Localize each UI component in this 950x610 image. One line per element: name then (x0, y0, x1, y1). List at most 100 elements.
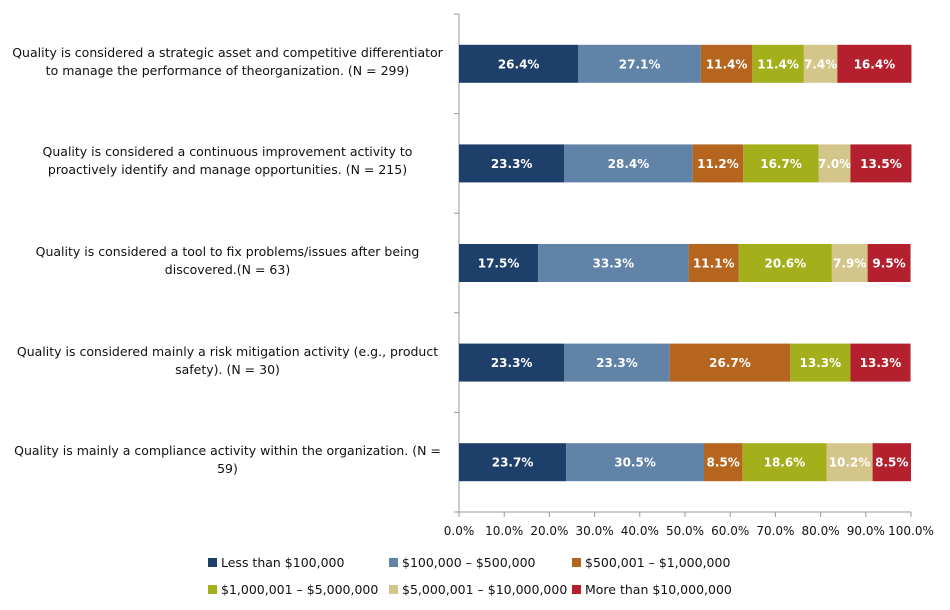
data-label: 23.3% (491, 356, 533, 370)
x-tick-label: 90.0% (847, 524, 885, 538)
bar-segment (752, 44, 804, 83)
data-label: 10.2% (829, 456, 871, 470)
x-tick-label: 70.0% (756, 524, 794, 538)
bar-segment (566, 443, 704, 482)
x-tick-label: 60.0% (711, 524, 749, 538)
data-label: 20.6% (765, 257, 807, 271)
bar-segment (700, 44, 753, 83)
bar-segment (692, 144, 744, 183)
legend-item: Less than $100,000 (208, 555, 344, 570)
bar-segment (790, 343, 851, 382)
data-label: 9.5% (872, 257, 905, 271)
legend-swatch (208, 585, 217, 594)
x-tick-label: 80.0% (802, 524, 840, 538)
data-label: 7.9% (833, 257, 866, 271)
bar-segment (703, 443, 743, 482)
data-label: 11.4% (706, 57, 748, 71)
x-tick-label: 10.0% (485, 524, 523, 538)
category-label-line: Quality is mainly a compliance activity … (14, 443, 441, 459)
legend-label: $1,000,001 – $5,000,000 (221, 582, 379, 597)
bar-segment (826, 443, 873, 482)
legend-label: Less than $100,000 (221, 555, 345, 570)
legend-item: $1,000,001 – $5,000,000 (208, 582, 378, 597)
data-label: 11.4% (757, 57, 799, 71)
data-label: 16.7% (760, 157, 802, 171)
data-label: 13.5% (860, 157, 902, 171)
data-label: 7.0% (818, 157, 851, 171)
bar-segment (818, 144, 851, 183)
category-label: Quality is considered a continuous impro… (5, 143, 450, 179)
legend-item: $100,000 – $500,000 (389, 555, 535, 570)
bar-segment (459, 443, 567, 482)
legend-label: $500,001 – $1,000,000 (585, 555, 731, 570)
bar-segment (850, 343, 911, 382)
data-label: 23.3% (491, 157, 533, 171)
bar-segment (459, 144, 565, 183)
bar-segment (688, 244, 739, 282)
data-label: 27.1% (619, 57, 661, 71)
legend-swatch (572, 585, 581, 594)
bar-segment (742, 443, 827, 482)
category-label-line: discovered.(N = 63) (164, 262, 291, 277)
data-label: 17.5% (478, 257, 520, 271)
bar-segment (743, 144, 819, 183)
category-label-line: Quality is considered a continuous impro… (42, 144, 413, 160)
category-label: Quality is mainly a compliance activity … (5, 442, 450, 478)
data-label: 30.5% (614, 456, 656, 470)
bar-segment (872, 443, 911, 482)
data-label: 7.4% (804, 57, 837, 71)
category-label-line: to manage the performance of theorganiza… (45, 62, 410, 78)
bar-segment (867, 244, 911, 282)
bar-segment (831, 244, 868, 282)
bar-segment (669, 343, 791, 382)
bar-segment (459, 44, 579, 83)
data-label: 26.4% (498, 57, 540, 71)
legend-label: More than $10,000,000 (585, 582, 732, 597)
x-tick-label: 0.0% (444, 524, 475, 538)
category-label: Quality is considered mainly a risk miti… (5, 343, 450, 379)
category-label-line: Quality is considered mainly a risk miti… (16, 343, 439, 359)
category-label: Quality is considered a tool to fix prob… (5, 243, 450, 279)
bar-segment (538, 244, 689, 282)
data-label: 11.2% (697, 157, 739, 171)
bar-segment (803, 44, 838, 83)
category-label-line: proactively identify and manage opportun… (47, 162, 408, 178)
bar-segment (738, 244, 832, 282)
legend-swatch (389, 585, 398, 594)
data-label: 28.4% (608, 157, 650, 171)
data-label: 8.5% (707, 456, 740, 470)
category-label-line: Quality is considered a tool to fix prob… (35, 244, 420, 259)
legend-swatch (208, 558, 217, 567)
category-label: Quality is considered a strategic asset … (5, 44, 450, 80)
x-tick-label: 40.0% (621, 524, 659, 538)
data-label: 13.3% (800, 356, 842, 370)
data-label: 23.3% (596, 356, 638, 370)
legend-label: $100,000 – $500,000 (402, 555, 536, 570)
plot-area: 0.0% 10.0% 20.0% 30.0% 40.0% 50.0% 60.0% 70.0% 8… (444, 13, 934, 538)
bar-segment (564, 343, 670, 382)
data-label: 11.1% (693, 257, 735, 271)
bar-segment (459, 343, 565, 382)
bar-segment (564, 144, 693, 183)
data-label: 26.7% (709, 356, 751, 370)
x-tick-label: 30.0% (576, 524, 614, 538)
legend-item: $500,001 – $1,000,000 (572, 555, 730, 570)
legend-label: $5,000,001 – $10,000,000 (402, 582, 568, 597)
legend-item: $5,000,001 – $10,000,000 (389, 582, 567, 597)
bar-segment (837, 44, 912, 83)
data-label: 18.6% (764, 456, 806, 470)
data-label: 16.4% (854, 57, 896, 71)
data-label: 23.7% (492, 456, 534, 470)
category-label-line: 59) (217, 461, 238, 477)
legend-swatch (389, 558, 398, 567)
bar-segment (578, 44, 701, 83)
bar-segment (459, 244, 539, 282)
category-label-line: Quality is considered a strategic asset … (12, 44, 443, 60)
data-label: 33.3% (593, 257, 635, 271)
bar-segment (850, 144, 912, 183)
category-label-line: safety). (N = 30) (175, 361, 280, 377)
legend-item: More than $10,000,000 (572, 582, 732, 597)
x-tick-label: 20.0% (530, 524, 568, 538)
legend-swatch (572, 558, 581, 567)
